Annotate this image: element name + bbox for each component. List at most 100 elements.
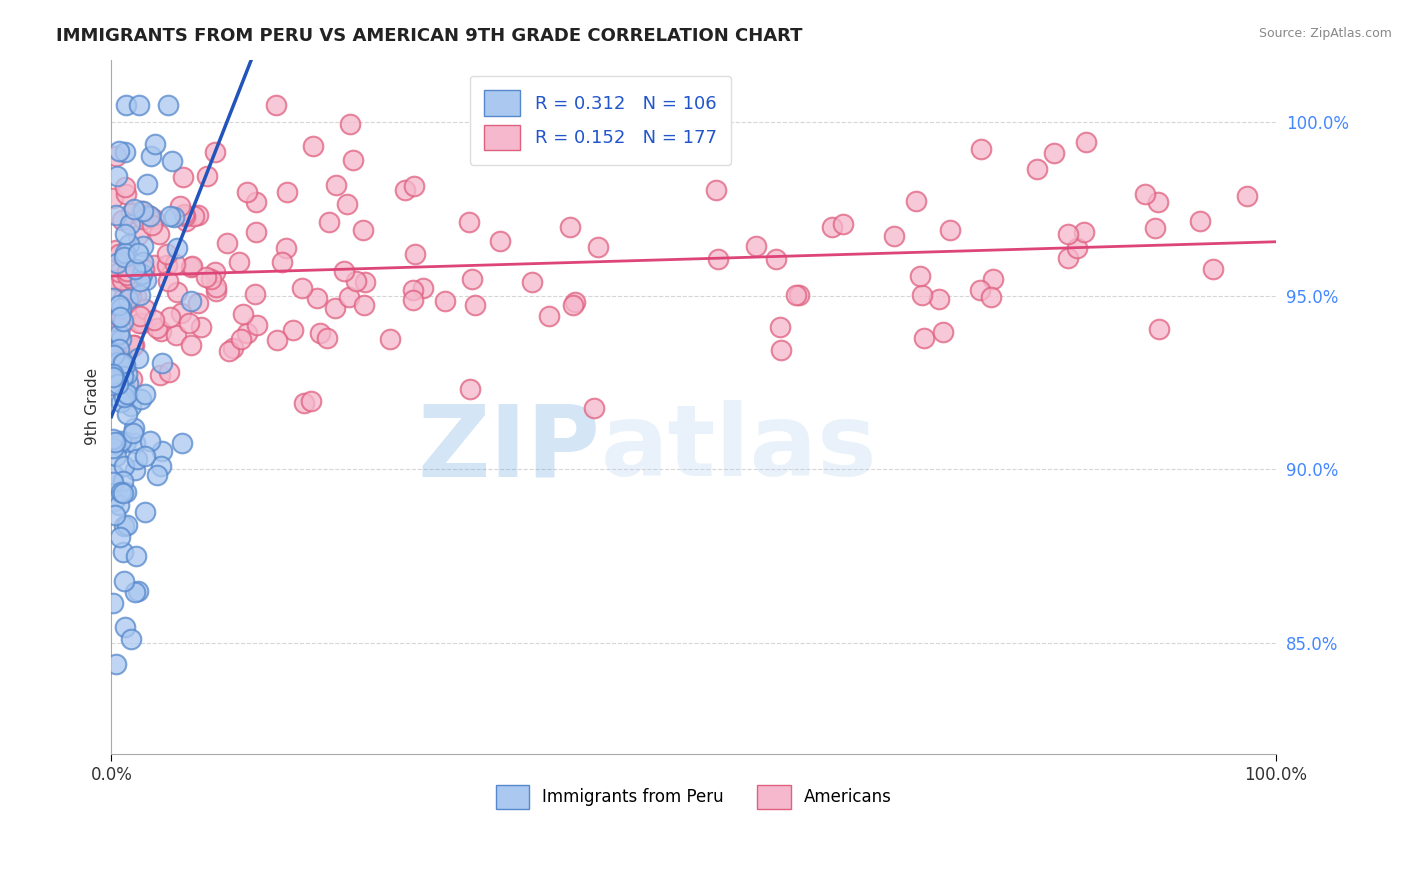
Point bbox=[101, 333, 124, 347]
Text: atlas: atlas bbox=[600, 401, 877, 497]
Point bbox=[107, 376, 129, 391]
Point bbox=[149, 368, 172, 382]
Point bbox=[236, 326, 259, 341]
Point bbox=[124, 261, 146, 276]
Point bbox=[187, 208, 209, 222]
Point bbox=[117, 293, 139, 307]
Point bbox=[173, 209, 195, 223]
Point bbox=[104, 657, 127, 671]
Point bbox=[122, 421, 145, 435]
Y-axis label: 9th Grade: 9th Grade bbox=[86, 368, 100, 445]
Point bbox=[107, 438, 129, 452]
Point bbox=[434, 293, 457, 308]
Point bbox=[110, 395, 132, 409]
Point bbox=[745, 239, 768, 253]
Point bbox=[114, 145, 136, 160]
Point bbox=[120, 218, 142, 232]
Point bbox=[107, 352, 129, 367]
Legend: Immigrants from Peru, Americans: Immigrants from Peru, Americans bbox=[489, 779, 898, 815]
Point bbox=[204, 265, 226, 279]
Point bbox=[180, 260, 202, 275]
Point bbox=[352, 223, 374, 237]
Point bbox=[1144, 220, 1167, 235]
Text: IMMIGRANTS FROM PERU VS AMERICAN 9TH GRADE CORRELATION CHART: IMMIGRANTS FROM PERU VS AMERICAN 9TH GRA… bbox=[56, 27, 803, 45]
Point bbox=[156, 258, 179, 272]
Point bbox=[1202, 261, 1225, 276]
Point bbox=[111, 355, 134, 369]
Point bbox=[101, 191, 124, 205]
Point bbox=[114, 574, 136, 588]
Point bbox=[121, 425, 143, 440]
Point bbox=[228, 255, 250, 269]
Point bbox=[122, 338, 145, 352]
Point bbox=[157, 365, 180, 379]
Point bbox=[195, 269, 218, 284]
Point bbox=[1188, 213, 1211, 227]
Point bbox=[222, 342, 245, 356]
Point bbox=[125, 549, 148, 563]
Point bbox=[132, 239, 155, 253]
Point bbox=[1066, 241, 1088, 255]
Point bbox=[128, 288, 150, 302]
Point bbox=[150, 356, 173, 370]
Point bbox=[105, 149, 128, 163]
Point bbox=[129, 204, 152, 219]
Point bbox=[115, 268, 138, 282]
Point bbox=[150, 444, 173, 458]
Point bbox=[143, 211, 166, 226]
Point bbox=[353, 298, 375, 312]
Point bbox=[105, 274, 128, 288]
Point bbox=[769, 343, 792, 357]
Point bbox=[183, 210, 205, 224]
Point bbox=[353, 275, 375, 289]
Point bbox=[127, 351, 149, 365]
Point bbox=[120, 206, 142, 220]
Point bbox=[107, 327, 129, 342]
Point bbox=[789, 287, 811, 301]
Point bbox=[245, 225, 267, 239]
Point bbox=[769, 320, 792, 334]
Point bbox=[132, 255, 155, 269]
Point bbox=[173, 207, 195, 221]
Point bbox=[114, 227, 136, 242]
Point bbox=[111, 360, 134, 375]
Point bbox=[114, 485, 136, 500]
Point bbox=[103, 493, 125, 508]
Point bbox=[108, 530, 131, 544]
Point bbox=[276, 186, 298, 200]
Point bbox=[131, 203, 153, 218]
Point bbox=[115, 407, 138, 421]
Point bbox=[111, 360, 134, 375]
Point bbox=[110, 434, 132, 449]
Point bbox=[245, 194, 267, 209]
Point bbox=[912, 330, 935, 344]
Point bbox=[235, 186, 257, 200]
Point bbox=[105, 449, 128, 463]
Point bbox=[114, 180, 136, 194]
Point bbox=[101, 432, 124, 446]
Point bbox=[103, 377, 125, 392]
Point bbox=[108, 145, 131, 159]
Point bbox=[122, 202, 145, 216]
Point bbox=[307, 291, 329, 305]
Point bbox=[266, 334, 288, 348]
Point bbox=[110, 332, 132, 346]
Point bbox=[904, 194, 927, 208]
Point bbox=[146, 467, 169, 482]
Point bbox=[1057, 227, 1080, 241]
Point bbox=[105, 169, 128, 183]
Point bbox=[105, 256, 128, 270]
Point bbox=[131, 267, 153, 281]
Point bbox=[110, 484, 132, 499]
Point bbox=[200, 272, 222, 286]
Point bbox=[323, 301, 346, 316]
Point bbox=[125, 288, 148, 302]
Point bbox=[117, 376, 139, 390]
Point bbox=[103, 348, 125, 362]
Point bbox=[108, 321, 131, 335]
Point bbox=[180, 294, 202, 309]
Point bbox=[170, 306, 193, 320]
Point bbox=[190, 320, 212, 334]
Point bbox=[120, 285, 142, 299]
Point bbox=[166, 285, 188, 300]
